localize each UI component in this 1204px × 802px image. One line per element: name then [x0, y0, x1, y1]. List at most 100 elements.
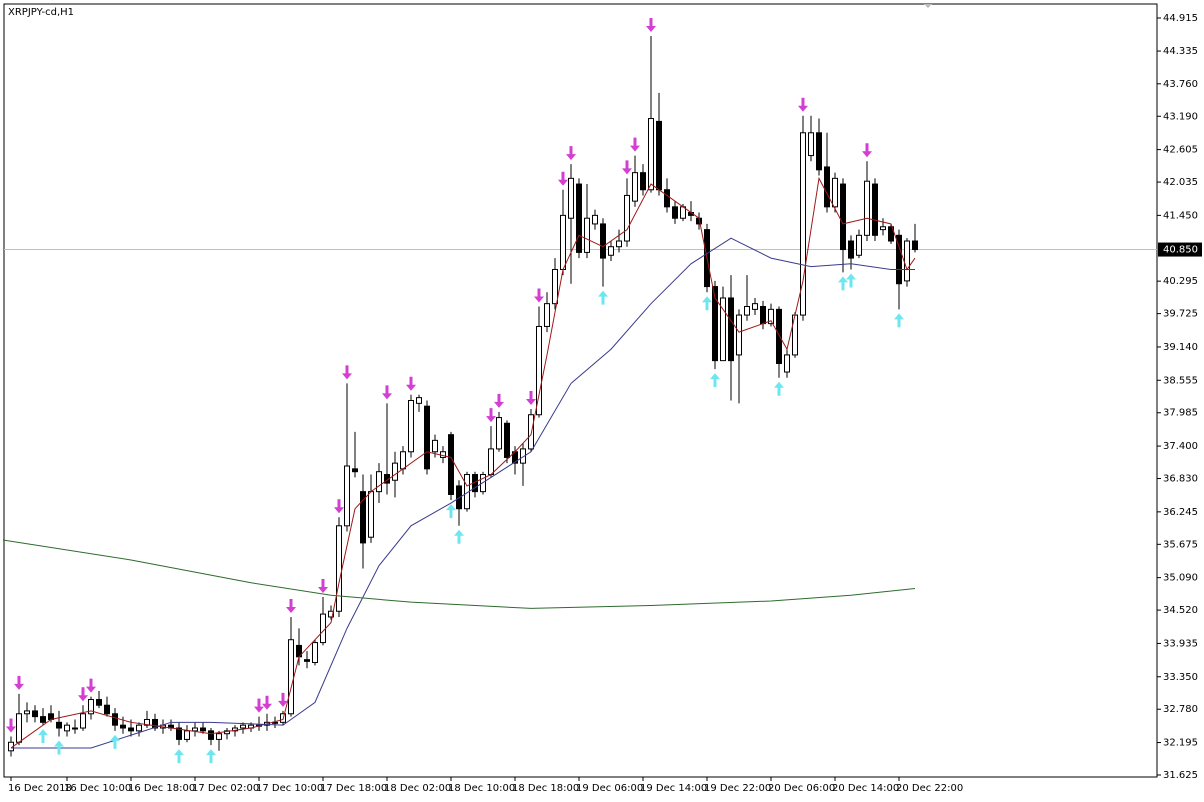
candle-body [56, 721, 62, 729]
sell-arrow [862, 143, 872, 158]
sell-arrow [526, 391, 536, 406]
candle-body [408, 399, 414, 453]
candle-body [608, 246, 614, 256]
candle-body [520, 448, 526, 464]
y-tick-label: 37.400 [1163, 441, 1198, 452]
sell-arrow [630, 137, 640, 152]
candle-body [320, 613, 326, 644]
candle-body [24, 710, 30, 715]
sell-arrow [262, 695, 272, 710]
candle-body [816, 132, 822, 171]
candle-body [368, 491, 374, 538]
moving-average [10, 176, 916, 749]
candle-body [328, 610, 334, 618]
sell-arrow [6, 718, 16, 733]
candle-body [888, 226, 894, 242]
sell-arrow [406, 376, 416, 391]
y-tick-label: 39.725 [1163, 309, 1198, 320]
candle-body [272, 721, 278, 724]
candle-body [880, 226, 886, 231]
candle-body [760, 306, 766, 325]
candle-body [128, 727, 134, 732]
candle-body [64, 724, 70, 732]
candle-body [832, 177, 838, 208]
y-tick-label: 36.245 [1163, 507, 1198, 518]
x-tick-label: 17 Dec 02:00 [192, 783, 259, 794]
candle-body [176, 727, 182, 740]
candle-body [424, 405, 430, 470]
y-tick-label: 44.915 [1163, 13, 1198, 24]
x-tick-label: 16 Dec 18:00 [128, 783, 195, 794]
candle-body [568, 177, 574, 219]
shift-marker [924, 4, 932, 8]
sell-arrow [342, 365, 352, 380]
moving-average [2, 539, 916, 609]
x-tick-label: 20 Dec 14:00 [832, 783, 899, 794]
sell-arrow [622, 160, 632, 175]
candle-body [88, 699, 94, 715]
candle-body [576, 183, 582, 253]
sell-arrow [558, 171, 568, 186]
candle-body [856, 234, 862, 256]
sell-arrow [382, 385, 392, 400]
buy-arrow [38, 729, 48, 744]
buy-arrow [846, 273, 856, 288]
candle-body [288, 639, 294, 715]
candle-body [448, 434, 454, 495]
candle-body [416, 397, 422, 404]
x-tick-label: 20 Dec 06:00 [768, 783, 835, 794]
candle-body [904, 240, 910, 282]
y-tick-label: 32.780 [1163, 704, 1198, 715]
sell-arrow [78, 687, 88, 702]
candle-body [624, 194, 630, 242]
candle-body [104, 704, 110, 715]
candle-body [432, 439, 438, 453]
candle-body [400, 451, 406, 470]
candle-body [784, 354, 790, 373]
y-tick-label: 35.675 [1163, 539, 1198, 550]
y-tick-label: 32.195 [1163, 738, 1198, 749]
sell-arrow [334, 499, 344, 514]
buy-arrow [110, 734, 120, 749]
sell-arrow [254, 698, 264, 713]
candle-body [656, 120, 662, 191]
x-tick-label: 17 Dec 18:00 [320, 783, 387, 794]
buy-arrow [174, 749, 184, 764]
candle-body [200, 727, 206, 732]
candle-body [736, 314, 742, 356]
sell-arrow [566, 146, 576, 161]
buy-arrow [598, 290, 608, 305]
y-tick-label: 44.335 [1163, 46, 1198, 57]
candle-body [800, 132, 806, 316]
candle-body [864, 180, 870, 236]
candle-body [896, 234, 902, 285]
candle-body [376, 471, 382, 493]
candle-body [712, 286, 718, 362]
candle-body [216, 733, 222, 740]
buy-arrow [454, 529, 464, 544]
candle-body [360, 491, 366, 544]
candle-body [312, 642, 318, 664]
candle-body [824, 166, 830, 208]
sell-arrow [86, 678, 96, 693]
candle-body [848, 240, 854, 259]
x-tick-label: 20 Dec 22:00 [896, 783, 963, 794]
y-tick-label: 33.935 [1163, 638, 1198, 649]
candle-body [184, 730, 190, 740]
candle-body [664, 189, 670, 208]
candle-body [96, 699, 102, 706]
candle-body [544, 303, 550, 327]
bid-label-box [1158, 242, 1202, 257]
candle-body [720, 297, 726, 362]
candle-body [440, 451, 446, 458]
candle-body [240, 724, 246, 729]
y-tick-label: 38.555 [1163, 375, 1198, 386]
y-tick-label: 35.090 [1163, 573, 1198, 584]
candle-body [776, 308, 782, 364]
candle-body [528, 414, 534, 450]
sell-arrow [646, 17, 656, 32]
y-tick-label: 42.035 [1163, 177, 1198, 188]
candle-body [536, 325, 542, 416]
candle-body [488, 448, 494, 476]
